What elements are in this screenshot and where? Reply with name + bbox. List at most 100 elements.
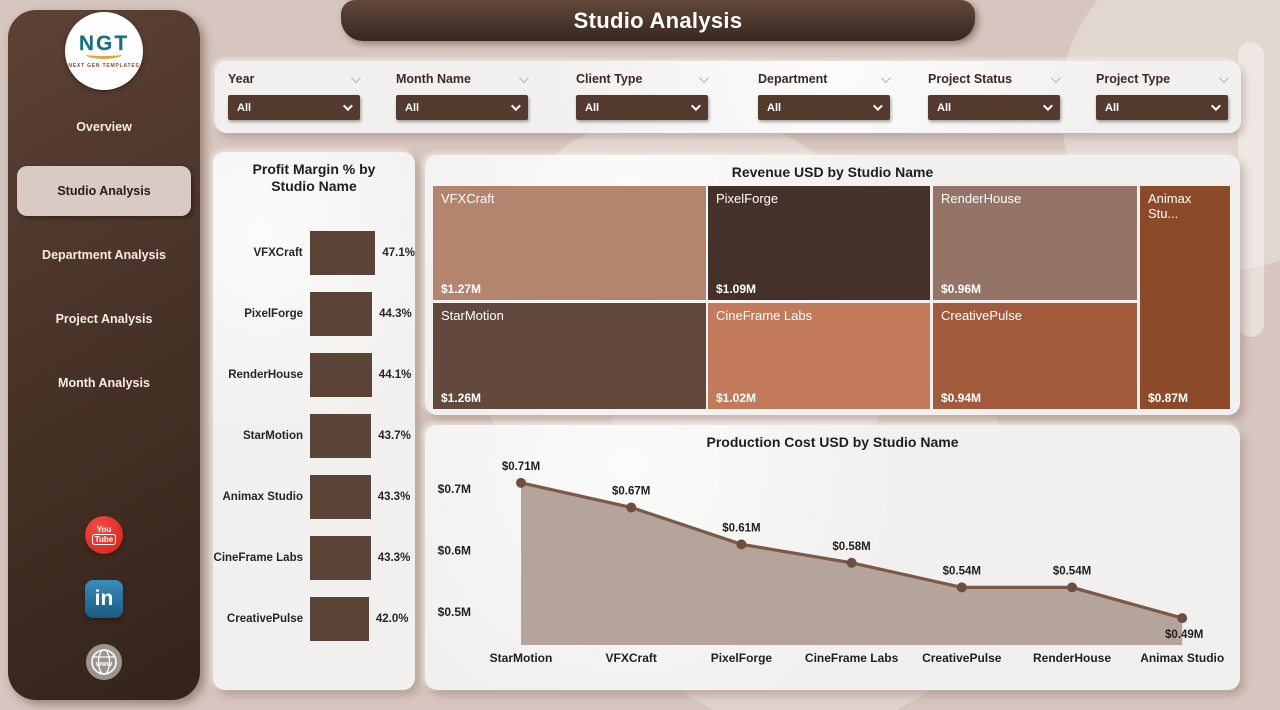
tile-name: StarMotion xyxy=(441,308,504,323)
client-type-dropdown[interactable]: All xyxy=(576,95,708,120)
tile-value: $1.09M xyxy=(716,282,757,296)
bar-label: PixelForge xyxy=(244,308,303,320)
slicer-header[interactable]: Project Type xyxy=(1096,71,1229,87)
dropdown-value: All xyxy=(237,101,252,114)
x-axis-label: PixelForge xyxy=(711,651,773,665)
tile-value: $0.87M xyxy=(1148,391,1189,405)
tile-name: CreativePulse xyxy=(941,308,1022,323)
tile-value: $1.26M xyxy=(441,391,482,405)
dropdown-value: All xyxy=(767,101,782,114)
chevron-down-icon xyxy=(1210,101,1221,112)
bar-label: RenderHouse xyxy=(228,369,303,381)
tile-name: CineFrame Labs xyxy=(716,308,813,323)
bar-row: CineFrame Labs 43.3% xyxy=(213,536,415,580)
tile-name: VFXCraft xyxy=(441,191,495,206)
bar[interactable] xyxy=(310,353,372,397)
treemap-tile-starmotion[interactable]: StarMotion $1.26M xyxy=(433,303,706,409)
filter-panel: Year All Month Name All Client Type xyxy=(215,61,1241,133)
youtube-icon[interactable]: You Tube xyxy=(85,516,123,554)
dropdown-value: All xyxy=(937,101,952,114)
data-label: $0.71M xyxy=(502,461,540,473)
sidebar-item-studio-analysis[interactable]: Studio Analysis xyxy=(17,166,191,216)
month-name-dropdown[interactable]: All xyxy=(396,95,528,120)
data-point[interactable] xyxy=(1177,613,1188,624)
bar[interactable] xyxy=(310,475,371,519)
chevron-down-icon xyxy=(518,72,529,83)
sidebar: NGT NEXT GEN TEMPLATES Overview Studio A… xyxy=(8,10,200,700)
slicer-header[interactable]: Client Type xyxy=(576,71,709,87)
year-dropdown[interactable]: All xyxy=(228,95,360,120)
data-point[interactable] xyxy=(516,477,526,488)
bar-value: 43.7% xyxy=(378,430,411,442)
treemap-tile-pixelforge[interactable]: PixelForge $1.09M xyxy=(708,186,930,300)
sidebar-item-month-analysis[interactable]: Month Analysis xyxy=(58,376,150,390)
social-links: You Tube in www xyxy=(85,516,123,700)
bar-chart: VFXCraft 47.1% PixelForge 44.3% RenderHo… xyxy=(213,231,415,658)
chevron-down-icon xyxy=(690,101,701,112)
treemap-tile-creativepulse[interactable]: CreativePulse $0.94M xyxy=(933,303,1137,409)
logo-text: NGT xyxy=(78,31,130,55)
filter-label: Month Name xyxy=(396,72,471,86)
filter-group-project-status: Project Status All xyxy=(928,71,1061,120)
chevron-down-icon xyxy=(1042,101,1053,112)
bar-value: 44.3% xyxy=(379,308,412,320)
chevron-down-icon xyxy=(510,101,521,112)
bar-value: 43.3% xyxy=(377,552,411,564)
bar-label: VFXCraft xyxy=(253,247,303,259)
project-status-dropdown[interactable]: All xyxy=(928,95,1060,120)
slicer-header[interactable]: Year xyxy=(228,71,361,87)
bar-row: Animax Studio 43.3% xyxy=(213,475,415,519)
treemap-tile-vfxcraft[interactable]: VFXCraft $1.27M xyxy=(433,186,706,300)
data-point[interactable] xyxy=(1067,582,1077,593)
data-point[interactable] xyxy=(626,502,637,513)
tile-name: RenderHouse xyxy=(941,191,1022,206)
logo-swoosh-icon xyxy=(86,50,122,59)
bar[interactable] xyxy=(309,231,376,275)
chart-title: Production Cost USD by Studio Name xyxy=(706,434,959,450)
slicer-header[interactable]: Month Name xyxy=(396,71,529,87)
filter-label: Project Status xyxy=(928,72,1013,86)
department-dropdown[interactable]: All xyxy=(758,95,890,120)
bar[interactable] xyxy=(310,292,373,336)
data-point[interactable] xyxy=(736,539,747,550)
svg-text:www: www xyxy=(95,661,113,668)
filter-label: Year xyxy=(228,72,255,86)
bar[interactable] xyxy=(310,536,371,580)
chevron-down-icon xyxy=(880,72,891,83)
chevron-down-icon xyxy=(350,72,361,83)
logo-subtext: NEXT GEN TEMPLATES xyxy=(68,62,140,69)
bar-value: 42.0% xyxy=(375,613,409,625)
treemap-tile-renderhouse[interactable]: RenderHouse $0.96M xyxy=(933,186,1137,300)
line-chart[interactable]: $0.7M $0.6M $0.5M $0.71M StarMotion $0.67M VFX… xyxy=(425,425,1240,690)
data-point[interactable] xyxy=(846,557,857,568)
project-type-dropdown[interactable]: All xyxy=(1096,95,1228,120)
tile-name: Animax Stu... xyxy=(1148,191,1192,221)
bar-value: 47.1% xyxy=(382,247,415,259)
data-label: $0.67M xyxy=(612,485,650,497)
production-cost-card: $0.7M $0.6M $0.5M $0.71M StarMotion $0.67M VFX… xyxy=(425,425,1240,690)
tile-name: PixelForge xyxy=(716,191,779,206)
treemap-tile-animax-studio[interactable]: Animax Stu... $0.87M xyxy=(1140,186,1230,409)
y-axis-tick: $0.6M xyxy=(438,544,471,558)
bar-row: VFXCraft 47.1% xyxy=(213,231,415,275)
header-bar: Studio Analysis xyxy=(341,0,975,41)
slicer-header[interactable]: Project Status xyxy=(928,71,1061,87)
bar[interactable] xyxy=(310,597,369,641)
chevron-down-icon xyxy=(342,101,353,112)
profit-margin-card: Profit Margin % by Studio Name VFXCraft … xyxy=(213,152,415,690)
treemap-tile-cineframe-labs[interactable]: CineFrame Labs $1.02M xyxy=(708,303,930,409)
bar[interactable] xyxy=(310,414,372,458)
bar-label: CreativePulse xyxy=(226,613,303,625)
sidebar-item-project-analysis[interactable]: Project Analysis xyxy=(55,312,153,326)
tile-value: $0.96M xyxy=(941,282,982,296)
x-axis-label: CineFrame Labs xyxy=(805,651,899,665)
sidebar-item-department-analysis[interactable]: Department Analysis xyxy=(42,248,166,262)
data-point[interactable] xyxy=(956,582,967,593)
y-axis-tick: $0.7M xyxy=(438,482,471,496)
filter-group-department: Department All xyxy=(758,71,891,120)
linkedin-icon[interactable]: in xyxy=(85,580,123,618)
website-icon[interactable]: www xyxy=(86,644,122,680)
slicer-header[interactable]: Department xyxy=(758,71,891,87)
sidebar-item-overview[interactable]: Overview xyxy=(76,120,132,134)
